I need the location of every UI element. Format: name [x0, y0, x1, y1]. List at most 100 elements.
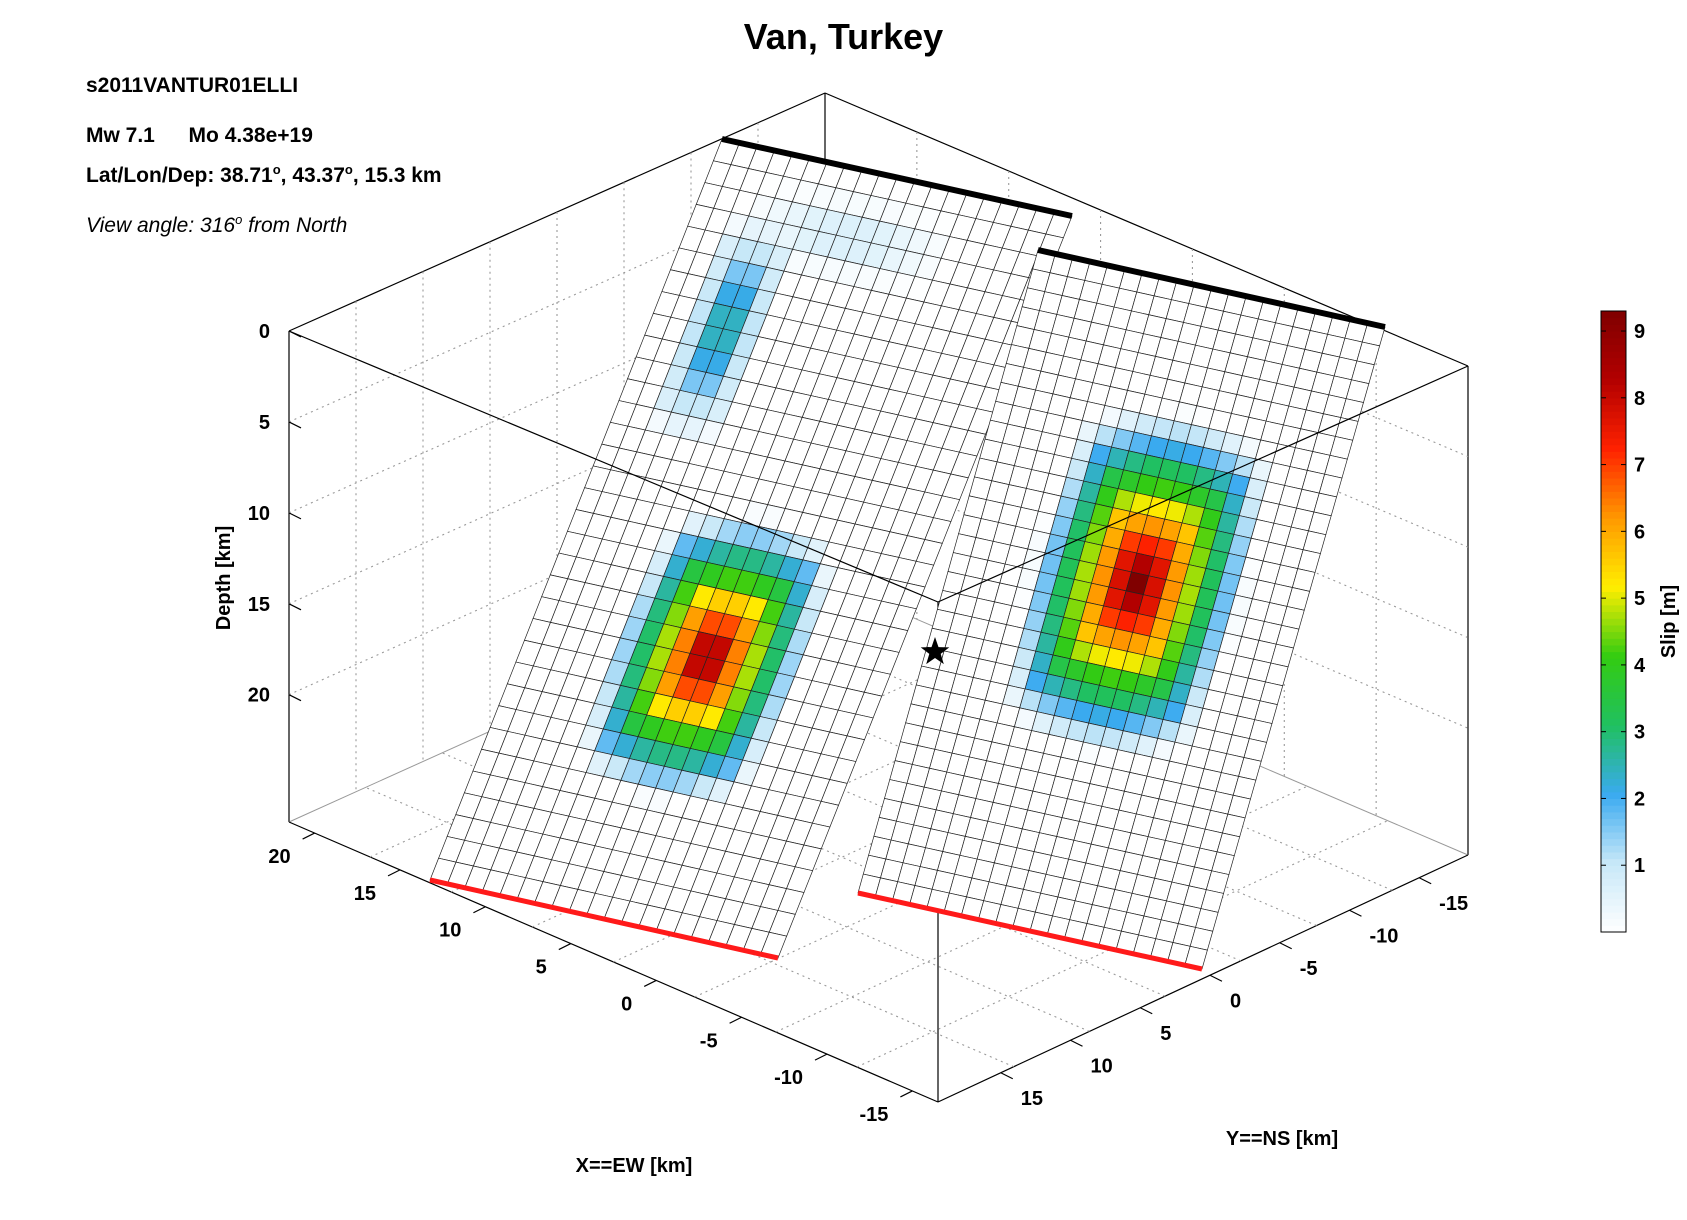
x-tick: [900, 1090, 913, 1098]
colorbar-step: [1601, 497, 1626, 506]
floor-grid-line: [856, 820, 1388, 1068]
depth-tick: [288, 512, 302, 520]
floor-grid-line: [694, 751, 1228, 998]
x-tick-label: -15: [859, 1104, 888, 1126]
x-tick-label: 0: [621, 993, 632, 1015]
colorbar-label: Slip [m]: [1658, 585, 1680, 658]
dep-value: 15.3 km: [364, 164, 442, 187]
colorbar-step: [1601, 771, 1626, 780]
colorbar-step: [1601, 351, 1626, 359]
x-tick: [643, 979, 657, 987]
x-tick-label: 10: [439, 920, 461, 942]
colorbar-tick-label: 7: [1634, 455, 1645, 477]
colorbar-step: [1601, 878, 1626, 886]
colorbar-step: [1601, 371, 1626, 379]
y-tick: [1349, 909, 1362, 917]
colorbar-step: [1601, 684, 1626, 693]
x-tick: [387, 869, 401, 877]
colorbar-step: [1601, 518, 1626, 526]
y-tick: [1279, 942, 1292, 950]
x-tick-label: 5: [536, 957, 547, 979]
fault-top-trace: [721, 136, 1073, 219]
colorbar-step: [1601, 544, 1626, 552]
depth-tick-label: 15: [248, 594, 270, 616]
colorbar-step: [1601, 865, 1626, 873]
colorbar-step: [1601, 324, 1626, 332]
colorbar-step: [1601, 564, 1626, 573]
depth-tick: [288, 603, 302, 611]
colorbar-tick-label: 8: [1634, 388, 1645, 410]
colorbar-step: [1601, 457, 1626, 466]
colorbar-step: [1601, 337, 1626, 345]
colorbar-step: [1601, 858, 1626, 866]
x-tick: [729, 1016, 742, 1024]
x-tick-label: -10: [774, 1067, 803, 1089]
y-tick-label: 0: [1230, 990, 1241, 1012]
colorbar-step: [1601, 571, 1626, 579]
mo-label: Mo 4.38e+19: [188, 124, 313, 147]
colorbar-step: [1601, 838, 1626, 846]
depth-tick-label: 5: [259, 412, 270, 434]
colorbar-step: [1601, 664, 1626, 673]
colorbar-step: [1601, 911, 1626, 920]
colorbar-step: [1601, 551, 1626, 559]
colorbar-step: [1601, 604, 1626, 613]
colorbar-step: [1601, 725, 1626, 733]
colorbar-step: [1601, 905, 1626, 913]
colorbar-step: [1601, 805, 1626, 813]
colorbar-step: [1601, 798, 1626, 806]
lon-degree: o: [344, 162, 353, 177]
colorbar-step: [1601, 851, 1626, 860]
colorbar-tick-label: 5: [1634, 588, 1645, 610]
colorbar-step: [1601, 391, 1626, 399]
colorbar-step: [1601, 631, 1626, 639]
colorbar-step: [1601, 678, 1626, 686]
depth-tick-label: 10: [248, 503, 270, 525]
colorbar-step: [1601, 357, 1626, 366]
chart-title: Van, Turkey: [743, 16, 944, 57]
y-tick-label: 10: [1091, 1055, 1113, 1077]
colorbar-step: [1601, 377, 1626, 386]
colorbar-step: [1601, 524, 1626, 532]
y-tick: [1000, 1072, 1014, 1080]
lat-value: 38.71: [220, 164, 273, 187]
colorbar-step: [1601, 751, 1626, 759]
colorbar-step: [1601, 424, 1626, 432]
y-tick-label: -15: [1439, 893, 1468, 915]
colorbar-step: [1601, 691, 1626, 699]
colorbar-step: [1601, 718, 1626, 726]
colorbar-step: [1601, 791, 1626, 800]
colorbar-step: [1601, 758, 1626, 766]
x-tick-label: 20: [268, 846, 290, 868]
colorbar-step: [1601, 598, 1626, 606]
colorbar-step: [1601, 731, 1626, 739]
y-axis-label: Y==NS [km]: [1226, 1128, 1338, 1150]
mw-label: Mw 7.1: [86, 124, 155, 147]
colorbar-step: [1601, 845, 1626, 853]
colorbar-step: [1601, 538, 1626, 546]
colorbar-step: [1601, 504, 1626, 512]
colorbar-step: [1601, 671, 1626, 679]
colorbar-tick-label: 1: [1634, 855, 1645, 877]
colorbar-step: [1601, 364, 1626, 372]
depth-tick: [288, 694, 302, 702]
colorbar-step: [1601, 531, 1626, 539]
colorbar-step: [1601, 444, 1626, 452]
box-edge: [288, 330, 939, 603]
view-degree: o: [235, 212, 243, 227]
colorbar-step: [1601, 397, 1626, 406]
depth-tick-label: 0: [259, 321, 270, 343]
x-tick: [558, 943, 572, 951]
box-edge: [937, 854, 1469, 1103]
colorbar-step: [1601, 484, 1626, 492]
colorbar-step: [1601, 785, 1626, 793]
colorbar-step: [1601, 704, 1626, 713]
lon-value: 43.37: [292, 164, 345, 187]
view-prefix: View angle: 316: [86, 214, 236, 237]
fault-bottom-trace: [429, 877, 779, 961]
y-tick: [1418, 877, 1432, 885]
colorbar-step: [1601, 871, 1626, 880]
colorbar-step: [1601, 384, 1626, 392]
